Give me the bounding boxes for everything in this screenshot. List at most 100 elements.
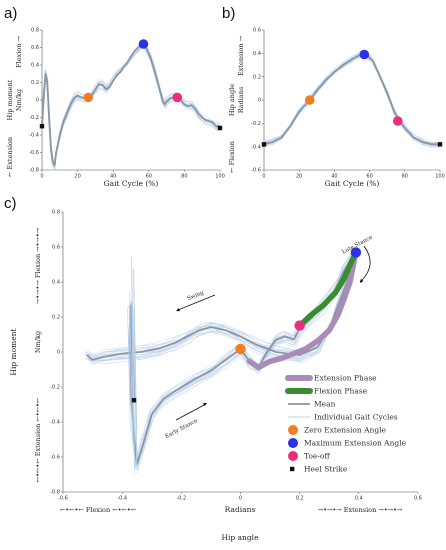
panel-c-flexion-arrow: →•→•→ Flexion →•→•→ bbox=[34, 227, 42, 304]
panel-a-xtick-label: 60 bbox=[146, 174, 152, 180]
panel-a-ytick-label: 0.8 bbox=[31, 28, 39, 34]
panel-b-individual-cycle bbox=[263, 56, 441, 148]
panel-a-ytick-label: -0.8 bbox=[29, 168, 39, 174]
panel-c-xtick-label: 0.2 bbox=[296, 496, 304, 502]
panel-b-individual-cycle bbox=[264, 50, 441, 145]
panel-a-marker-toe-off bbox=[172, 92, 183, 103]
panel-a-marker-heel-strike bbox=[39, 124, 45, 129]
panel-c-xtick-label: -0.6 bbox=[58, 496, 68, 502]
panel-b-ytick-label: -0.2 bbox=[251, 121, 261, 127]
panel-a-xtick-label: 20 bbox=[74, 174, 80, 180]
panel-a-ytick-label: 0.2 bbox=[31, 80, 39, 86]
panel-b-marker-toe-off bbox=[392, 116, 403, 126]
panel-b-individual-cycle bbox=[263, 53, 440, 148]
panel-b-individual-cycle bbox=[264, 52, 440, 147]
panel-b-individual-cycle bbox=[264, 50, 441, 145]
panel-c-individual-cycle bbox=[86, 249, 357, 464]
panel-b-marker-heel-strike bbox=[437, 142, 443, 147]
panel-c-xtick-label: 0.4 bbox=[355, 496, 363, 502]
panel-b-individual-cycle bbox=[264, 52, 440, 147]
panel-b-individual-cycle bbox=[263, 52, 440, 147]
panel-b-xtick-label: 20 bbox=[296, 174, 302, 180]
panel-c-ytick-label: 0.4 bbox=[52, 280, 60, 286]
panel-b-ylabel: Hip angle bbox=[228, 84, 236, 116]
panel-b-yunit: Radians bbox=[237, 87, 245, 114]
panel-a-ytick-label: -0.6 bbox=[29, 150, 39, 156]
panel-b-individual-cycle bbox=[263, 54, 440, 144]
early-stance-arrowhead bbox=[203, 403, 207, 407]
panel-b-marker-max-extension bbox=[359, 49, 370, 60]
panel-c-yunit: Nm/kg bbox=[34, 331, 42, 353]
early-stance-label: Early Stance bbox=[164, 418, 198, 440]
legend-label-zero-extension: Zero Extension Angle bbox=[304, 426, 387, 435]
panel-a-ytick-label: -0.4 bbox=[29, 133, 39, 139]
panel-b-marker-heel-strike bbox=[261, 142, 267, 147]
panel-a-marker-zero-extension bbox=[83, 92, 94, 103]
panel-a-xtick-label: 80 bbox=[181, 174, 187, 180]
panel-b-ytick-label: -0.6 bbox=[251, 168, 261, 174]
legend-label-toe-off: Toe-off bbox=[304, 452, 330, 461]
panel-a-flexion-arrow: Flexion → bbox=[15, 36, 23, 68]
panel-b-ytick-label: 0.6 bbox=[253, 28, 261, 34]
panel-b-individual-cycle bbox=[264, 53, 440, 146]
panel-a-ytick-label: 0 bbox=[36, 98, 39, 104]
panel-c-ylabel: Hip moment bbox=[9, 328, 18, 375]
panel-b-individual-cycle bbox=[264, 52, 440, 147]
legend-label-heel-strike: Heel Strike bbox=[304, 465, 348, 474]
panel-c-letter: c) bbox=[4, 195, 17, 212]
panel-b-extension-arrow: Extension → bbox=[237, 35, 245, 76]
early-stance-arrow bbox=[175, 403, 207, 421]
legend-label-max-extension: Maximum Extension Angle bbox=[304, 439, 407, 448]
panel-b-xtick-label: 40 bbox=[331, 174, 337, 180]
panel-c-marker-heel-strike bbox=[131, 398, 137, 403]
panel-b-individual-cycle bbox=[263, 50, 441, 144]
panel-c-ytick-label: -0.4 bbox=[50, 420, 60, 426]
legend-swatch-max-extension bbox=[288, 438, 298, 448]
panel-c-individual-cycle bbox=[129, 292, 134, 433]
panel-c-ytick-label: 0 bbox=[57, 350, 60, 356]
panel-c-marker-max-extension bbox=[350, 247, 362, 258]
panel-a-xtick-label: 40 bbox=[110, 174, 116, 180]
panel-c-extension-arrow: ←•←•← Extension ←•←•← bbox=[34, 397, 42, 482]
legend-label-individual: Individual Gait Cycles bbox=[314, 413, 398, 422]
panel-a-ylabel: Hip moment bbox=[6, 79, 14, 120]
legend-swatch-toe-off bbox=[288, 451, 298, 461]
legend-swatch-heel-strike bbox=[290, 466, 295, 472]
panel-b-ytick-label: -0.4 bbox=[251, 144, 261, 150]
panel-b-individual-cycle bbox=[263, 53, 440, 146]
panel-b-individual-cycle bbox=[263, 51, 440, 146]
panel-b-individual-cycle bbox=[264, 52, 441, 146]
legend-label-flexion-phase: Flexion Phase bbox=[314, 387, 368, 396]
panel-b-individual-cycle bbox=[264, 55, 441, 145]
panel-b-chart: 0 20 40 60 80 100 -0.6 -0.4 -0.2 0 0.2 0.4 0.6 Gait C… bbox=[228, 28, 445, 188]
panel-b-letter: b) bbox=[222, 5, 235, 22]
panel-a-xtick-label: 100 bbox=[215, 174, 225, 180]
panel-c-individual-cycle bbox=[86, 254, 355, 471]
panel-c-ytick-label: 0.6 bbox=[52, 245, 60, 251]
panel-b-individual-cycle bbox=[264, 51, 440, 146]
panel-a-marker-max-extension bbox=[138, 39, 149, 49]
panel-a-individual-cycle bbox=[41, 44, 221, 162]
panel-b-flexion-arrow: ← Flexion bbox=[228, 141, 236, 173]
panel-c-extension-direction: →•→•→ Extension →•→•→ bbox=[318, 506, 403, 514]
late-stance-arrowhead bbox=[360, 279, 364, 283]
panel-b-ytick-label: 0.4 bbox=[253, 51, 261, 57]
panel-c-xtick-label: 0.6 bbox=[414, 496, 422, 502]
panel-c-extension-phase-line bbox=[246, 249, 359, 371]
panel-c-individual-cycle bbox=[86, 254, 358, 468]
panel-b-marker-zero-extension bbox=[304, 95, 315, 105]
legend-label-mean: Mean bbox=[314, 400, 336, 409]
panel-a-extension-arrow: ← Extension bbox=[6, 137, 14, 177]
panel-c-ytick-label: -0.8 bbox=[50, 490, 60, 496]
panel-b-ytick-label: 0.2 bbox=[253, 74, 261, 80]
panel-b-mean-line bbox=[263, 53, 440, 146]
panel-b-xtick-label: 0 bbox=[262, 174, 265, 180]
panel-b-xtick-label: 100 bbox=[435, 174, 445, 180]
panel-c-individual-cycle bbox=[127, 307, 131, 432]
panel-c-individual-cycle bbox=[86, 247, 357, 458]
late-stance-arrow bbox=[359, 245, 371, 283]
panel-a-ytick-label: -0.2 bbox=[29, 115, 39, 121]
panel-a-marker-heel-strike bbox=[217, 125, 223, 131]
swing-arrowhead bbox=[176, 308, 180, 312]
